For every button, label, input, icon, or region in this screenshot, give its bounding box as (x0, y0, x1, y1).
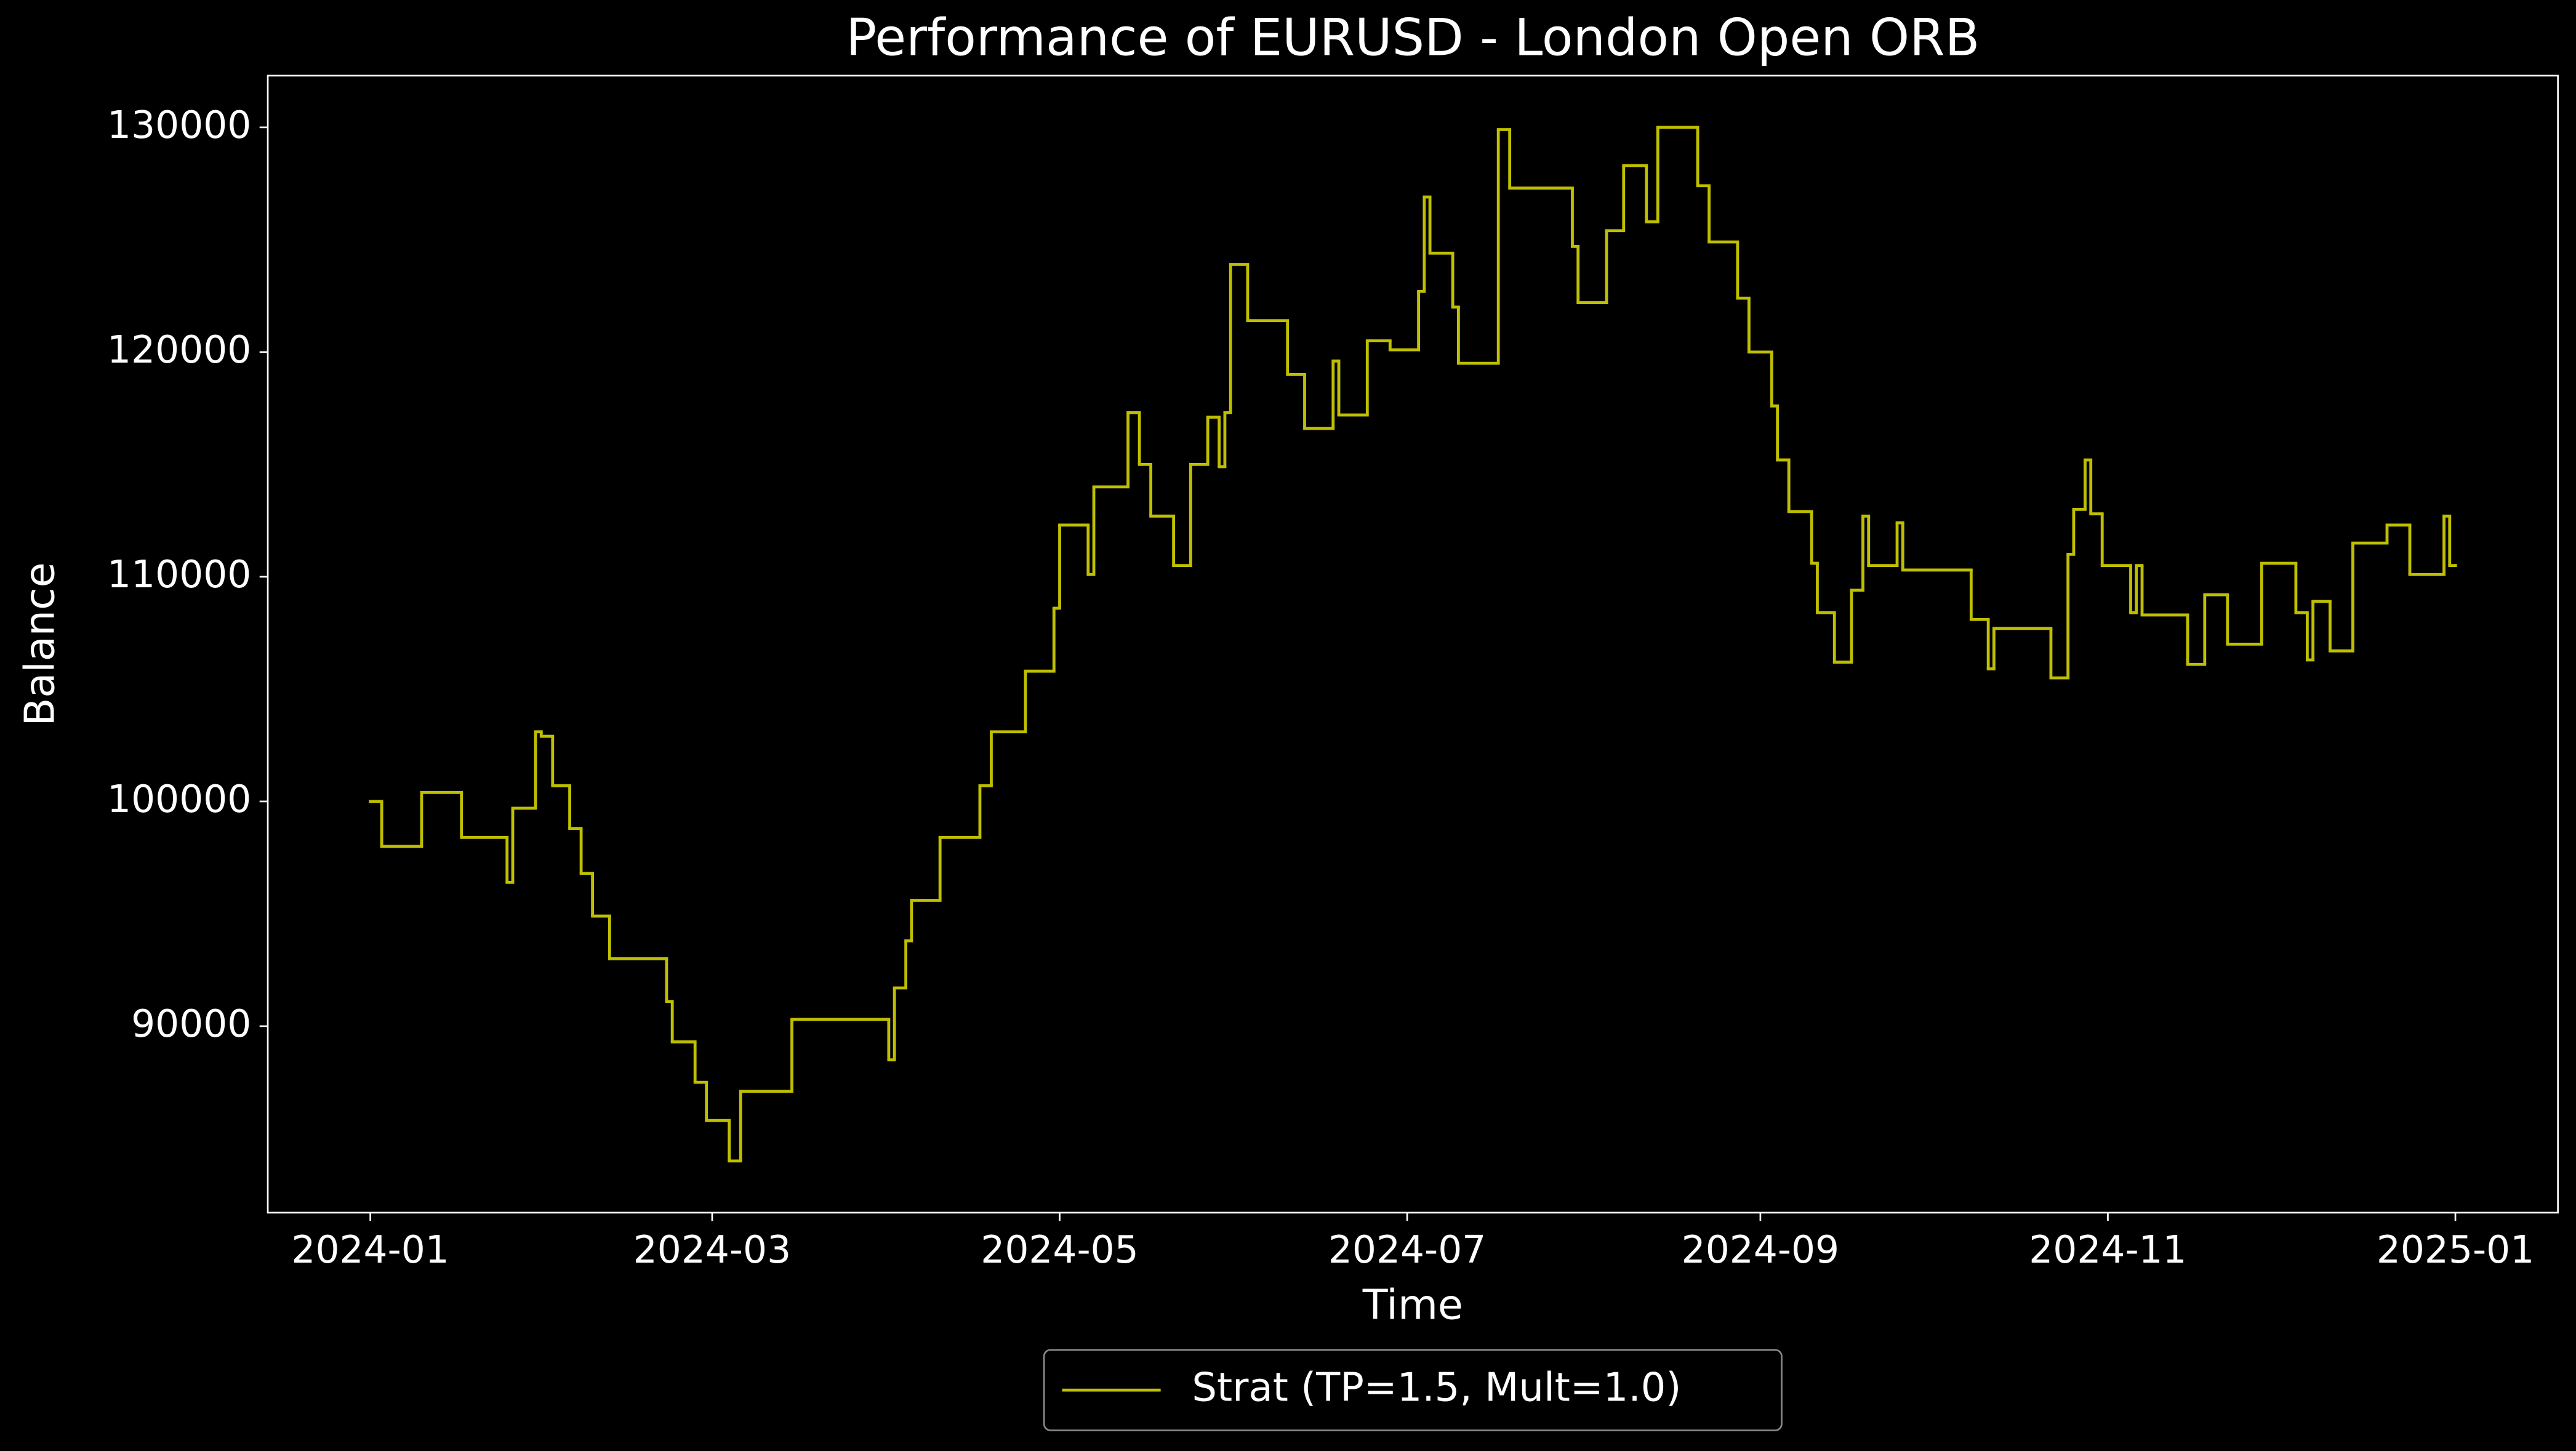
series-line (369, 126, 2457, 1163)
y-axis-label: Balance (15, 562, 63, 726)
y-tick-label: 120000 (107, 328, 251, 372)
y-tick-label: 100000 (107, 778, 251, 821)
x-tick-label: 2024-01 (291, 1228, 449, 1272)
x-tick-label: 2024-03 (633, 1228, 791, 1272)
x-tick-label: 2024-07 (1328, 1228, 1486, 1272)
x-tick-label: 2024-11 (2029, 1228, 2186, 1272)
plot-frame (267, 74, 2559, 1214)
x-tick-label: 2024-05 (981, 1228, 1138, 1272)
legend-box (1043, 1349, 1783, 1431)
x-tick-label: 2024-09 (1682, 1228, 1839, 1272)
x-tick-label: 2025-01 (2377, 1228, 2534, 1272)
x-axis-label: Time (1362, 1281, 1463, 1329)
y-tick-label: 110000 (107, 553, 251, 597)
y-tick-label: 90000 (131, 1002, 251, 1046)
chart-title: Performance of EURUSD - London Open ORB (846, 7, 1980, 67)
legend-label: Strat (TP=1.5, Mult=1.0) (1192, 1365, 1681, 1411)
y-tick-label: 130000 (107, 103, 251, 147)
